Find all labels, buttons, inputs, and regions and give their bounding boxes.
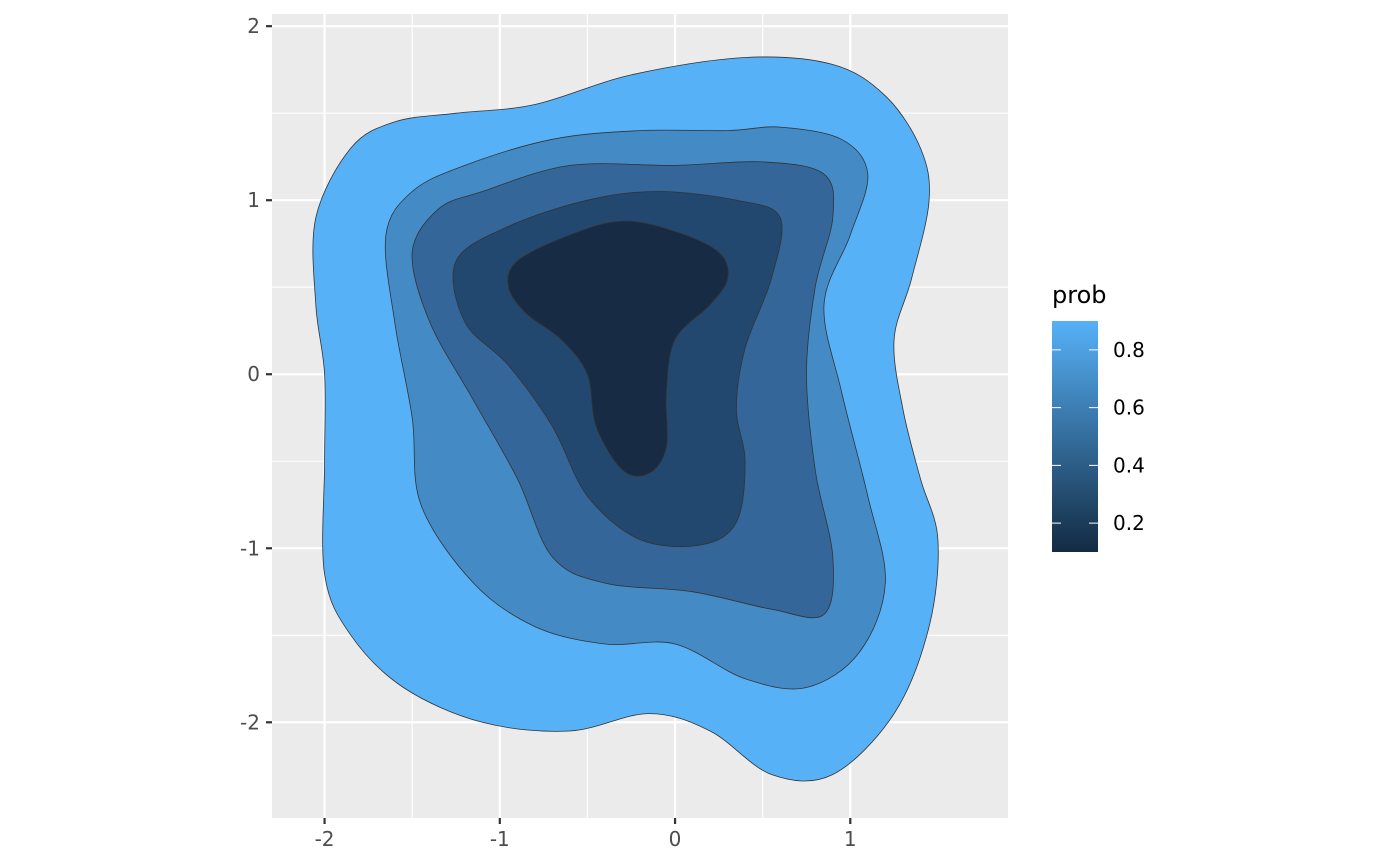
legend: prob 0.8 0.6 0.4 0.2 — [1052, 281, 1145, 552]
y-tick-label: -2 — [240, 710, 260, 734]
legend-label: 0.4 — [1113, 453, 1145, 477]
legend-ticks: 0.8 0.6 0.4 0.2 — [1052, 338, 1145, 535]
y-tick-label: -1 — [240, 536, 260, 560]
x-tick-label: 1 — [844, 827, 857, 851]
legend-label: 0.6 — [1113, 396, 1145, 420]
legend-title: prob — [1052, 281, 1107, 309]
x-axis: -2 -1 0 1 — [315, 818, 857, 851]
legend-label: 0.8 — [1113, 338, 1145, 362]
x-tick-label: 0 — [669, 827, 682, 851]
x-tick-label: -2 — [315, 827, 335, 851]
x-tick-label: -1 — [490, 827, 510, 851]
y-axis: 2 1 0 -1 -2 — [240, 14, 272, 734]
density-contours — [312, 56, 939, 782]
legend-colorbar — [1052, 321, 1098, 552]
contour-band-0_1 — [507, 220, 729, 477]
y-tick-label: 1 — [247, 188, 260, 212]
y-tick-label: 2 — [247, 14, 260, 38]
legend-label: 0.2 — [1113, 511, 1145, 535]
y-tick-label: 0 — [247, 362, 260, 386]
